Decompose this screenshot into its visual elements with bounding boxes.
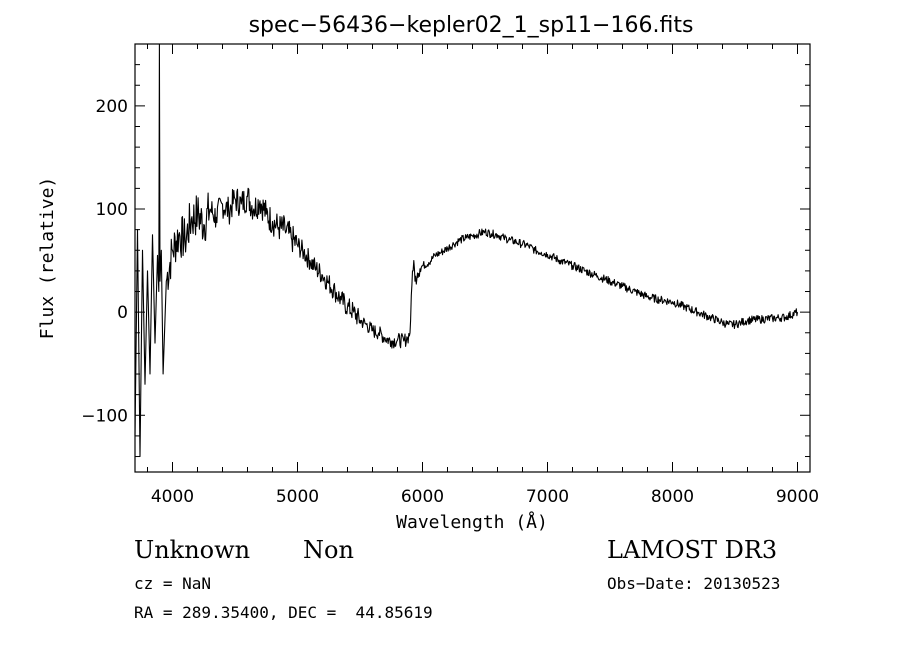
series-layer — [134, 43, 799, 458]
x-axis-ticks — [147, 44, 798, 472]
x-axis-tick-labels: 4000 5000 6000 7000 8000 9000 — [151, 487, 819, 507]
y-axis-ticks — [135, 43, 810, 458]
plot-frame — [134, 43, 811, 473]
y-axis-tick-labels: −100 0 100 200 — [81, 97, 128, 426]
y-tick-label: 0 — [117, 303, 128, 323]
x-tick-label: 9000 — [776, 487, 819, 507]
y-axis-label: Flux (relative) — [37, 177, 58, 340]
redshift-text: cz = NaN — [134, 574, 212, 593]
x-tick-label: 7000 — [526, 487, 569, 507]
y-tick-label: −100 — [81, 406, 128, 426]
y-tick-label: 200 — [96, 97, 128, 117]
x-tick-label: 8000 — [651, 487, 694, 507]
x-tick-label: 6000 — [401, 487, 444, 507]
chart-title: spec−56436−kepler02_1_sp11−166.fits — [249, 13, 694, 38]
x-tick-label: 4000 — [151, 487, 194, 507]
plot-border — [134, 43, 811, 473]
x-axis-label: Wavelength (Å) — [396, 511, 548, 533]
survey-label: LAMOST DR3 — [607, 536, 778, 564]
obs-date-text: Obs−Date: 20130523 — [607, 574, 781, 593]
object-class: Unknown — [134, 536, 251, 564]
y-tick-label: 100 — [96, 200, 128, 220]
object-subclass: Non — [303, 536, 354, 564]
spectrum-line — [134, 43, 799, 458]
x-tick-label: 5000 — [276, 487, 319, 507]
coordinates-text: RA = 289.35400, DEC = 44.85619 — [134, 603, 433, 622]
